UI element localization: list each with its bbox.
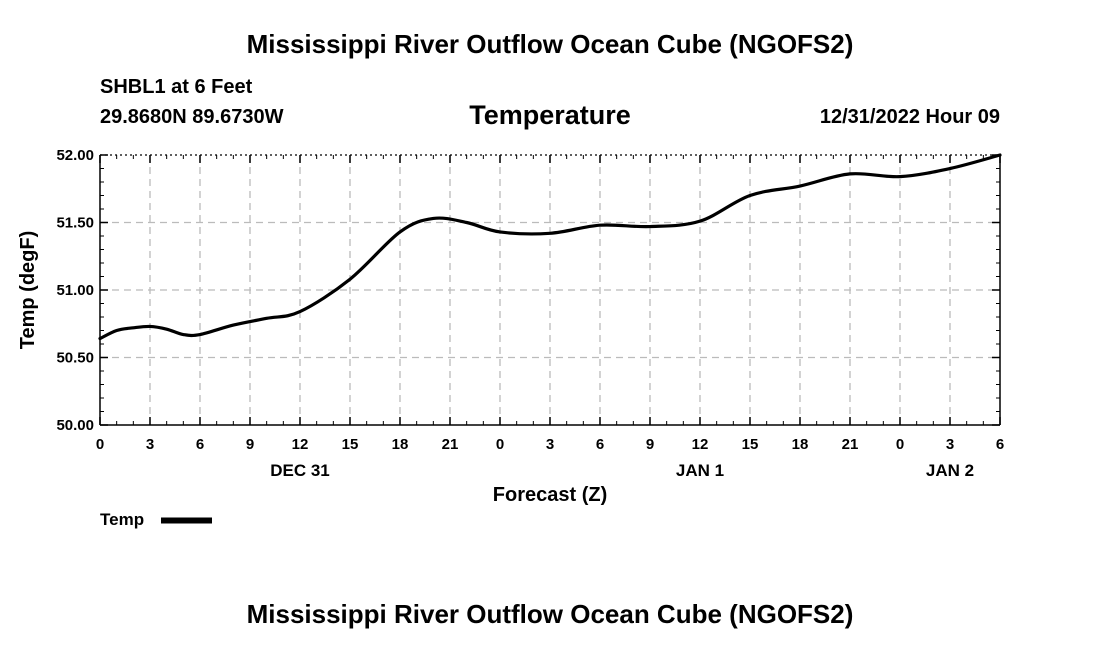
x-tick-label: 12 [292,436,309,453]
data-point [998,153,1002,157]
station-coordinates: 29.8680N 89.6730W [100,106,284,128]
data-point [232,323,235,327]
footer-title: Mississippi River Outflow Ocean Cube (NG… [246,599,854,629]
x-tick-label: 3 [146,436,154,453]
station-label: SHBL1 at 6 Feet [100,76,253,98]
data-point [265,317,268,320]
x-tick-label: 6 [596,436,604,453]
data-point [598,224,602,227]
x-tick-label: 6 [196,436,204,453]
legend-label-temp: Temp [100,510,144,529]
y-tick-label: 50.50 [56,350,94,367]
grid [100,154,1000,425]
x-tick-label: 3 [946,436,954,453]
date-label: JAN 1 [676,461,724,480]
x-axis-title: Forecast (Z) [493,484,607,506]
legend: Temp [100,510,212,529]
data-point [165,327,168,331]
data-point [115,329,118,332]
date-label: DEC 31 [270,461,330,480]
data-point [798,184,802,188]
x-tick-label: 0 [896,436,904,453]
axes [99,154,1001,426]
forecast-datetime: 12/31/2022 Hour 09 [819,106,1000,128]
x-tick-label: 18 [792,436,809,453]
data-point [148,325,152,328]
y-tick-label: 52.00 [56,147,94,164]
data-point [398,230,402,234]
data-point [98,337,102,340]
data-point [182,333,185,336]
data-point [698,219,702,223]
x-tick-label: 21 [842,436,859,453]
series-group [98,153,1002,341]
x-tick-label: 15 [342,436,359,453]
x-tick-label: 12 [692,436,709,453]
chart-main-title: Mississippi River Outflow Ocean Cube (NG… [246,29,854,59]
x-tick-label: 9 [246,436,254,453]
data-point [432,217,435,220]
y-tick-label: 50.00 [56,417,94,434]
x-tick-label: 6 [996,436,1004,453]
x-tick-label: 0 [496,436,504,453]
x-tick-label: 3 [546,436,554,453]
data-point [348,278,352,281]
y-tick-label: 51.50 [56,215,94,232]
data-point [132,326,135,329]
x-tick-label: 21 [442,436,459,453]
y-tick-label: 51.00 [56,282,94,299]
data-point [948,167,952,170]
data-point [465,221,468,224]
date-label: JAN 2 [926,461,974,480]
data-point [848,172,852,176]
labels: 0 3 6 9 12 15 18 21 0 3 6 9 12 15 18 21 0 3 6 50.00 50.50 51.… [17,147,1004,506]
data-point [748,194,752,197]
data-point [898,175,902,178]
x-tick-label: 9 [646,436,654,453]
data-point [648,225,652,228]
data-point [298,310,302,313]
y-axis-title: Temp (degF) [17,231,39,350]
x-tick-label: 0 [96,436,104,453]
chart-subtitle: Temperature [469,100,631,130]
data-point [198,333,202,336]
x-tick-label: 15 [742,436,759,453]
x-tick-label: 18 [392,436,409,453]
data-point [548,232,552,235]
data-point [498,230,502,234]
